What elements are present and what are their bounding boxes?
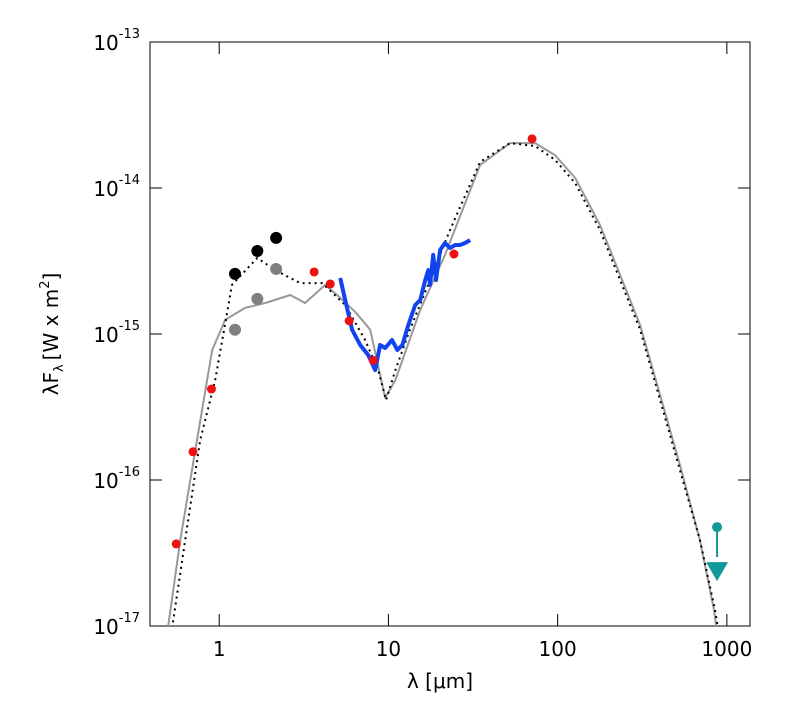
- x-tick-label: 1000: [701, 637, 752, 661]
- plot-frame: [149, 41, 751, 627]
- data-point: [344, 316, 354, 326]
- y-label-superscript: 2: [38, 280, 53, 288]
- data-point: [171, 539, 181, 549]
- y-tick-exponent: -15: [119, 319, 140, 334]
- y-tick-label: 10-14: [93, 173, 140, 201]
- y-tick-label: 10-16: [93, 465, 140, 493]
- x-tick-label: 10: [376, 637, 401, 661]
- x-tick-label: 100: [539, 637, 577, 661]
- x-axis-label: λ [μm]: [407, 669, 473, 693]
- data-point: [270, 231, 283, 244]
- y-tick-exponent: -17: [119, 611, 140, 626]
- series-line: [338, 238, 472, 373]
- data-point: [206, 384, 216, 394]
- y-tick-base: 10: [93, 615, 118, 639]
- data-point: [309, 267, 319, 277]
- y-tick-label: 10-15: [93, 319, 140, 347]
- y-tick-base: 10: [93, 323, 118, 347]
- series-line: [167, 142, 718, 626]
- y-tick-base: 10: [93, 469, 118, 493]
- y-tick-exponent: -14: [119, 173, 140, 188]
- data-point: [712, 522, 723, 533]
- data-point: [188, 447, 198, 457]
- data-point: [229, 323, 242, 336]
- data-point: [449, 249, 459, 259]
- series-line: [171, 142, 719, 626]
- x-tick-label: 1: [213, 637, 226, 661]
- data-point: [527, 134, 537, 144]
- plot-area: [167, 134, 729, 626]
- data-point: [325, 279, 335, 289]
- data-point: [251, 245, 264, 258]
- y-tick-label: 10-17: [93, 611, 140, 639]
- data-point: [251, 292, 264, 305]
- y-axis-label: λFλ [W x m2]: [38, 273, 67, 396]
- y-tick-label: 10-13: [93, 27, 140, 55]
- data-point: [229, 267, 242, 280]
- y-label-unit: [W x m: [39, 289, 63, 361]
- y-label-unit-end: ]: [39, 273, 63, 281]
- upper-limit-arrow: [706, 562, 729, 582]
- y-label-text: λF: [39, 372, 63, 395]
- y-tick-exponent: -13: [119, 27, 140, 42]
- data-point: [270, 262, 283, 275]
- y-label-subscript: λ: [52, 364, 67, 372]
- data-point: [368, 355, 378, 365]
- y-tick-exponent: -16: [119, 465, 140, 480]
- y-tick-base: 10: [93, 177, 118, 201]
- y-tick-base: 10: [93, 31, 118, 55]
